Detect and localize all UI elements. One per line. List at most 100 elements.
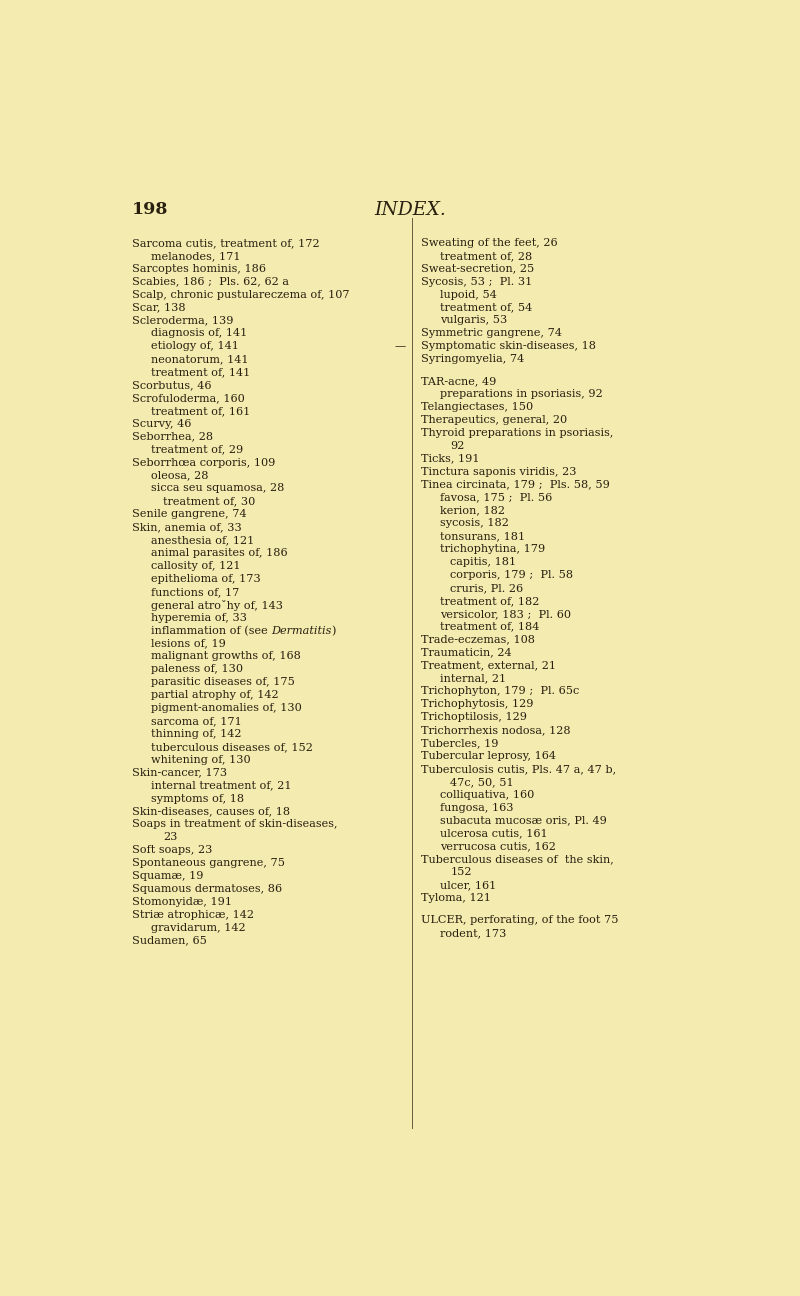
Text: epithelioma of, 173: epithelioma of, 173 xyxy=(151,574,261,584)
Text: 198: 198 xyxy=(132,201,169,219)
Text: favosa, 175 ;  Pl. 56: favosa, 175 ; Pl. 56 xyxy=(440,492,552,503)
Text: Skin-cancer, 173: Skin-cancer, 173 xyxy=(132,767,227,778)
Text: Telangiectases, 150: Telangiectases, 150 xyxy=(421,402,534,412)
Text: trichophytina, 179: trichophytina, 179 xyxy=(440,544,545,555)
Text: Spontaneous gangrene, 75: Spontaneous gangrene, 75 xyxy=(132,858,286,868)
Text: tonsurans, 181: tonsurans, 181 xyxy=(440,531,525,542)
Text: lupoid, 54: lupoid, 54 xyxy=(440,289,497,299)
Text: Traumaticin, 24: Traumaticin, 24 xyxy=(421,648,512,657)
Text: preparations in psoriasis, 92: preparations in psoriasis, 92 xyxy=(440,389,602,399)
Text: Scurvy, 46: Scurvy, 46 xyxy=(132,419,192,429)
Text: Sweating of the feet, 26: Sweating of the feet, 26 xyxy=(421,238,558,248)
Text: ulcerosa cutis, 161: ulcerosa cutis, 161 xyxy=(440,828,547,839)
Text: Stomonyidæ, 191: Stomonyidæ, 191 xyxy=(132,897,232,907)
Text: ): ) xyxy=(331,626,336,636)
Text: inflammation of (see: inflammation of (see xyxy=(151,626,271,636)
Text: Trichorrhexis nodosa, 128: Trichorrhexis nodosa, 128 xyxy=(421,724,570,735)
Text: treatment of, 54: treatment of, 54 xyxy=(440,302,532,312)
Text: Senile gangrene, 74: Senile gangrene, 74 xyxy=(132,509,247,520)
Text: Sarcoptes hominis, 186: Sarcoptes hominis, 186 xyxy=(132,263,266,273)
Text: verrucosa cutis, 162: verrucosa cutis, 162 xyxy=(440,841,556,851)
Text: Sycosis, 53 ;  Pl. 31: Sycosis, 53 ; Pl. 31 xyxy=(421,276,533,286)
Text: subacuta mucosæ oris, Pl. 49: subacuta mucosæ oris, Pl. 49 xyxy=(440,815,606,826)
Text: Scalp, chronic pustulareczema of, 107: Scalp, chronic pustulareczema of, 107 xyxy=(132,289,350,299)
Text: INDEX.: INDEX. xyxy=(374,201,446,219)
Text: parasitic diseases of, 175: parasitic diseases of, 175 xyxy=(151,678,294,687)
Text: Syringomyelia, 74: Syringomyelia, 74 xyxy=(421,354,525,364)
Text: hyperemia of, 33: hyperemia of, 33 xyxy=(151,613,247,622)
Text: animal parasites of, 186: animal parasites of, 186 xyxy=(151,548,287,559)
Text: Scleroderma, 139: Scleroderma, 139 xyxy=(132,315,234,325)
Text: fungosa, 163: fungosa, 163 xyxy=(440,802,514,813)
Text: Sarcoma cutis, treatment of, 172: Sarcoma cutis, treatment of, 172 xyxy=(132,238,320,248)
Text: Trichophytosis, 129: Trichophytosis, 129 xyxy=(421,700,534,709)
Text: cruris, Pl. 26: cruris, Pl. 26 xyxy=(450,583,523,592)
Text: ULCER, perforating, of the foot 75: ULCER, perforating, of the foot 75 xyxy=(421,915,618,925)
Text: Tinea circinata, 179 ;  Pls. 58, 59: Tinea circinata, 179 ; Pls. 58, 59 xyxy=(421,480,610,490)
Text: Squamous dermatoses, 86: Squamous dermatoses, 86 xyxy=(132,884,282,894)
Text: treatment of, 29: treatment of, 29 xyxy=(151,445,243,455)
Text: melanodes, 171: melanodes, 171 xyxy=(151,250,240,260)
Text: —: — xyxy=(394,341,406,351)
Text: Scabies, 186 ;  Pls. 62, 62 a: Scabies, 186 ; Pls. 62, 62 a xyxy=(132,276,290,286)
Text: diagnosis of, 141: diagnosis of, 141 xyxy=(151,328,247,338)
Text: ulcer, 161: ulcer, 161 xyxy=(440,880,496,890)
Text: Trichoptilosis, 129: Trichoptilosis, 129 xyxy=(421,712,527,722)
Text: etiology of, 141: etiology of, 141 xyxy=(151,341,238,351)
Text: treatment of, 182: treatment of, 182 xyxy=(440,596,539,605)
Text: capitis, 181: capitis, 181 xyxy=(450,557,517,568)
Text: kerion, 182: kerion, 182 xyxy=(440,505,505,516)
Text: sycosis, 182: sycosis, 182 xyxy=(440,518,509,529)
Text: Seborrhœa corporis, 109: Seborrhœa corporis, 109 xyxy=(132,457,276,468)
Text: treatment of, 161: treatment of, 161 xyxy=(151,406,250,416)
Text: 23: 23 xyxy=(163,832,178,842)
Text: Dermatitis: Dermatitis xyxy=(271,626,331,635)
Text: colliquativa, 160: colliquativa, 160 xyxy=(440,789,534,800)
Text: versicolor, 183 ;  Pl. 60: versicolor, 183 ; Pl. 60 xyxy=(440,609,570,618)
Text: symptoms of, 18: symptoms of, 18 xyxy=(151,793,244,804)
Text: functions of, 17: functions of, 17 xyxy=(151,587,239,596)
Text: sicca seu squamosa, 28: sicca seu squamosa, 28 xyxy=(151,483,284,494)
Text: malignant growths of, 168: malignant growths of, 168 xyxy=(151,652,301,661)
Text: Tyloma, 121: Tyloma, 121 xyxy=(421,893,491,903)
Text: Seborrhea, 28: Seborrhea, 28 xyxy=(132,432,214,442)
Text: callosity of, 121: callosity of, 121 xyxy=(151,561,240,572)
Text: Squamæ, 19: Squamæ, 19 xyxy=(132,871,204,881)
Text: Soft soaps, 23: Soft soaps, 23 xyxy=(132,845,213,855)
Text: Thyroid preparations in psoriasis,: Thyroid preparations in psoriasis, xyxy=(421,428,614,438)
Text: whitening of, 130: whitening of, 130 xyxy=(151,754,250,765)
Text: 152: 152 xyxy=(450,867,472,877)
Text: 92: 92 xyxy=(450,441,465,451)
Text: Treatment, external, 21: Treatment, external, 21 xyxy=(421,661,556,670)
Text: treatment of, 184: treatment of, 184 xyxy=(440,622,539,631)
Text: internal treatment of, 21: internal treatment of, 21 xyxy=(151,780,291,791)
Text: lesions of, 19: lesions of, 19 xyxy=(151,639,226,648)
Text: Scar, 138: Scar, 138 xyxy=(132,302,186,312)
Text: Soaps in treatment of skin-diseases,: Soaps in treatment of skin-diseases, xyxy=(132,819,338,829)
Text: TAR-acne, 49: TAR-acne, 49 xyxy=(421,376,497,386)
Text: 47c, 50, 51: 47c, 50, 51 xyxy=(450,776,514,787)
Text: Trichophyton, 179 ;  Pl. 65c: Trichophyton, 179 ; Pl. 65c xyxy=(421,687,579,696)
Text: Symmetric gangrene, 74: Symmetric gangrene, 74 xyxy=(421,328,562,338)
Text: internal, 21: internal, 21 xyxy=(440,674,506,683)
Text: Tuberculosis cutis, Pls. 47 a, 47 b,: Tuberculosis cutis, Pls. 47 a, 47 b, xyxy=(421,763,616,774)
Text: paleness of, 130: paleness of, 130 xyxy=(151,665,243,674)
Text: Skin, anemia of, 33: Skin, anemia of, 33 xyxy=(132,522,242,533)
Text: Tubercles, 19: Tubercles, 19 xyxy=(421,737,498,748)
Text: corporis, 179 ;  Pl. 58: corporis, 179 ; Pl. 58 xyxy=(450,570,574,581)
Text: Trade-eczemas, 108: Trade-eczemas, 108 xyxy=(421,635,535,644)
Text: tuberculous diseases of, 152: tuberculous diseases of, 152 xyxy=(151,741,313,752)
Text: treatment of, 30: treatment of, 30 xyxy=(163,496,255,507)
Text: Striæ atrophicæ, 142: Striæ atrophicæ, 142 xyxy=(132,910,254,920)
Text: pigment-anomalies of, 130: pigment-anomalies of, 130 xyxy=(151,702,302,713)
Text: sarcoma of, 171: sarcoma of, 171 xyxy=(151,715,242,726)
Text: gravidarum, 142: gravidarum, 142 xyxy=(151,923,246,933)
Text: Ticks, 191: Ticks, 191 xyxy=(421,454,480,464)
Text: partial atrophy of, 142: partial atrophy of, 142 xyxy=(151,691,278,700)
Text: Tubercular leprosy, 164: Tubercular leprosy, 164 xyxy=(421,750,556,761)
Text: treatment of, 28: treatment of, 28 xyxy=(440,250,532,260)
Text: rodent, 173: rodent, 173 xyxy=(440,928,506,938)
Text: neonatorum, 141: neonatorum, 141 xyxy=(151,354,248,364)
Text: Sudamen, 65: Sudamen, 65 xyxy=(132,936,207,946)
Text: anesthesia of, 121: anesthesia of, 121 xyxy=(151,535,254,546)
